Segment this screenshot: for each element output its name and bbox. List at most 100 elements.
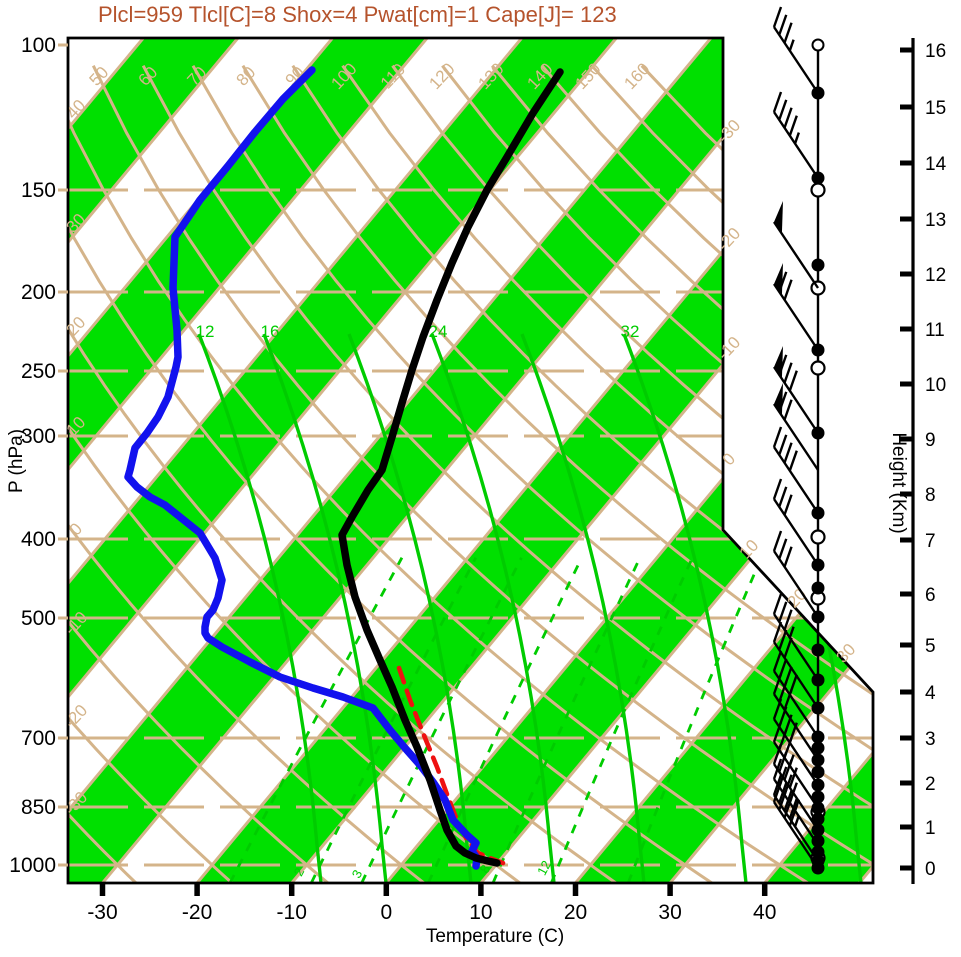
moist-adiabat-line (197, 333, 323, 883)
wind-barb (772, 530, 819, 618)
height-tick-label: 1 (925, 818, 936, 839)
dry-adiabat-line (241, 64, 873, 883)
pressure-tick-label: 100 (21, 34, 56, 57)
station-level-dot (811, 765, 825, 779)
station-level-dot (811, 86, 825, 100)
right-axis-title: Height (Km) (888, 432, 909, 534)
height-tick-label: 3 (925, 729, 936, 750)
pressure-tick-label: 400 (21, 528, 56, 551)
plot-frame (66, 36, 875, 885)
pressure-tick-label: 500 (21, 607, 56, 630)
wind-barb (772, 774, 819, 862)
station-level-dot (811, 581, 825, 595)
station-level-dot (811, 643, 825, 657)
dry-adiabat-label-top: 160 (620, 59, 653, 93)
parcel-path-curve (396, 665, 506, 866)
height-tick-label: 0 (925, 859, 936, 880)
station-level-dot (811, 171, 825, 185)
height-tick-label: 4 (925, 683, 936, 704)
moist-adiabat-label: 24 (429, 322, 448, 341)
height-tick-label: 11 (925, 320, 945, 341)
green-temperature-band (68, 38, 617, 883)
mixing-ratio-line (360, 557, 523, 883)
dry-adiabat-line (68, 65, 233, 883)
sounding-indices-title: Plcl=959 Tlcl[C]=8 Shox=4 Pwat[cm]=1 Cap… (98, 2, 617, 27)
temperature-tick-label: -30 (87, 901, 117, 924)
pressure-tick-label: 250 (21, 360, 56, 383)
height-tick-label: 12 (925, 265, 946, 286)
pressure-tick-label: 300 (21, 425, 56, 448)
wind-barb (772, 478, 819, 566)
wind-barb (772, 781, 819, 869)
moist-adiabat-line (520, 333, 646, 883)
left-axis-title: P (hPa) (6, 428, 27, 494)
mixing-ratio-line (228, 557, 404, 883)
wind-barb-column (772, 6, 826, 875)
dry-adiabat-line (68, 65, 425, 883)
significant-level-circle (810, 182, 826, 198)
wind-top-circle (811, 38, 825, 52)
wind-barb (772, 650, 819, 738)
wind-barb (773, 201, 819, 289)
station-level-dot (811, 610, 825, 624)
station-level-dot (811, 730, 825, 744)
mixing-ratio-label: 12 (534, 858, 554, 878)
wind-barb (772, 593, 819, 681)
dry-adiabat-label-top: 120 (425, 59, 458, 93)
station-level-dot (811, 861, 825, 875)
isotherm-line (68, 38, 429, 883)
station-level-dot (811, 506, 825, 520)
mixing-ratio-line (491, 557, 642, 883)
pressure-tick-label: 700 (21, 727, 56, 750)
isotherm-line (574, 38, 873, 883)
moist-adiabat-line (622, 333, 748, 883)
green-temperature-band (68, 38, 806, 883)
isotherm-line (68, 38, 240, 883)
pressure-tick-label: 200 (21, 281, 56, 304)
wind-barb (773, 346, 819, 434)
moist-adiabat-line (430, 333, 556, 883)
height-tick-label: 7 (925, 531, 936, 552)
station-level-dot (811, 753, 825, 767)
dry-adiabat-line (291, 64, 873, 883)
temperature-tick-label: 40 (753, 901, 776, 924)
height-tick-label: 13 (925, 210, 946, 231)
moist-adiabat-line (347, 333, 473, 883)
height-tick-label: 10 (925, 375, 946, 396)
station-level-dot (811, 812, 825, 826)
dry-adiabat-line (91, 65, 873, 883)
isotherm-line (68, 38, 713, 883)
height-tick-label: 5 (925, 636, 936, 657)
green-temperature-band (68, 38, 428, 883)
x-axis-title: Temperature (C) (425, 926, 565, 947)
isotherm-line (668, 38, 873, 883)
dry-adiabat-line (141, 64, 873, 883)
station-level-dot (811, 823, 825, 837)
station-level-dot (811, 801, 825, 815)
height-tick-label: 2 (925, 774, 936, 795)
temperature-curve (338, 68, 564, 867)
dry-adiabat-line (341, 64, 873, 883)
station-level-dot (811, 258, 825, 272)
height-tick-label: 15 (925, 98, 946, 119)
station-level-dot (811, 701, 825, 715)
mixing-ratio-line (550, 557, 694, 883)
station-level-dot (811, 790, 825, 804)
moist-adiabat-line (262, 333, 388, 883)
temperature-tick-label: -20 (182, 901, 212, 924)
height-tick-label: 16 (925, 41, 946, 62)
significant-level-circle (810, 360, 826, 376)
dry-adiabat-label-left: -20 (61, 701, 92, 732)
height-tick-label: 6 (925, 585, 936, 606)
wind-barb (772, 6, 819, 94)
wind-barb (772, 426, 819, 514)
dry-adiabat-line (191, 64, 873, 883)
mixing-ratio-line (310, 557, 478, 883)
pressure-tick-label: 150 (21, 179, 56, 202)
station-level-dot (811, 778, 825, 792)
moist-adiabat-label: 12 (196, 322, 215, 341)
dry-adiabat-line (391, 64, 873, 883)
temperature-tick-label: -10 (277, 901, 307, 924)
height-tick-label: 8 (925, 485, 936, 506)
